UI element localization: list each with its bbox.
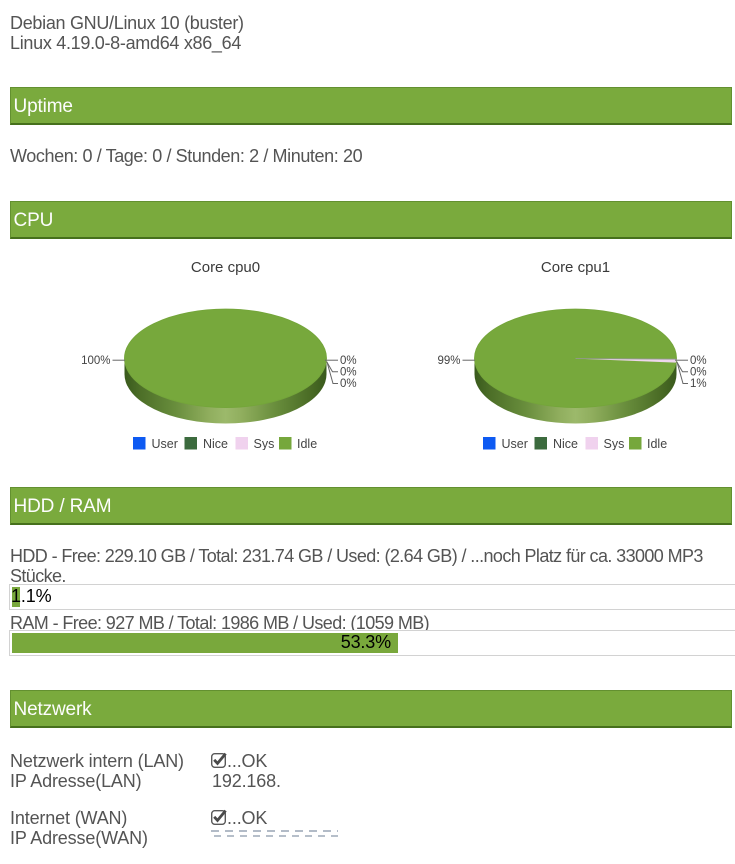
svg-text:Core cpu0: Core cpu0 bbox=[191, 259, 260, 276]
svg-text:Sys: Sys bbox=[604, 437, 625, 450]
svg-text:Idle: Idle bbox=[647, 437, 667, 450]
svg-text:Nice: Nice bbox=[203, 437, 228, 450]
svg-text:0%: 0% bbox=[690, 355, 707, 367]
svg-text:Nice: Nice bbox=[553, 437, 578, 450]
svg-text:User: User bbox=[502, 437, 528, 450]
svg-text:Core cpu1: Core cpu1 bbox=[541, 259, 610, 276]
svg-text:User: User bbox=[152, 437, 178, 450]
svg-text:Sys: Sys bbox=[254, 437, 275, 450]
svg-text:0%: 0% bbox=[340, 366, 357, 378]
svg-text:100%: 100% bbox=[81, 355, 110, 367]
svg-text:0%: 0% bbox=[340, 355, 357, 367]
svg-text:1%: 1% bbox=[690, 378, 707, 390]
svg-text:0%: 0% bbox=[340, 378, 357, 390]
svg-text:99%: 99% bbox=[437, 355, 460, 367]
svg-text:Idle: Idle bbox=[297, 437, 317, 450]
svg-text:0%: 0% bbox=[690, 366, 707, 378]
